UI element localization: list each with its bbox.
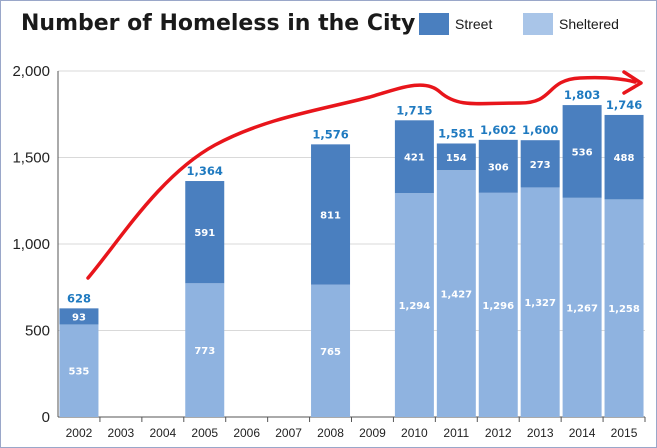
- data-label-sheltered: 1,267: [566, 303, 598, 314]
- data-label-street: 591: [194, 228, 215, 239]
- data-label-sheltered: 535: [69, 367, 90, 378]
- data-label-street: 536: [572, 147, 593, 158]
- x-tick-label: 2007: [275, 426, 302, 440]
- x-tick-label: 2015: [611, 426, 638, 440]
- data-label-street: 811: [320, 211, 341, 222]
- data-label-total: 1,602: [480, 123, 516, 137]
- bar-sheltered: [436, 170, 476, 417]
- data-label-total: 1,576: [312, 127, 348, 141]
- x-tick-label: 2012: [485, 426, 512, 440]
- data-label-total: 1,715: [396, 103, 432, 117]
- x-tick-label: 2006: [233, 426, 260, 440]
- bar-sheltered: [520, 187, 560, 417]
- x-tick-label: 2003: [108, 426, 135, 440]
- x-tick-label: 2009: [359, 426, 386, 440]
- y-tick-label: 2,000: [12, 63, 50, 80]
- data-label-total: 1,746: [606, 98, 642, 112]
- x-tick-label: 2005: [191, 426, 218, 440]
- y-tick-label: 500: [25, 323, 50, 340]
- data-label-sheltered: 773: [194, 346, 215, 357]
- bar-street: [436, 143, 476, 171]
- data-label-street: 93: [72, 312, 86, 323]
- y-tick-label: 1,000: [12, 236, 50, 253]
- trend-arrow-line: [86, 75, 637, 280]
- data-label-total: 1,803: [564, 88, 600, 102]
- bar-street: [562, 105, 602, 198]
- data-label-street: 421: [404, 153, 425, 164]
- legend-label-street: Street: [455, 16, 493, 32]
- bar-street: [394, 120, 434, 194]
- bar-street: [604, 114, 644, 200]
- bar-street: [478, 139, 518, 193]
- legend-swatch-sheltered: [523, 13, 553, 35]
- legend-label-sheltered: Sheltered: [559, 16, 619, 32]
- bar-street: [185, 181, 225, 284]
- data-label-sheltered: 1,427: [441, 290, 473, 301]
- x-tick-label: 2014: [569, 426, 596, 440]
- bar-street: [520, 140, 560, 188]
- data-label-sheltered: 1,327: [524, 298, 556, 309]
- data-label-sheltered: 1,296: [482, 301, 514, 312]
- y-tick-label: 1,500: [12, 150, 50, 167]
- y-tick-label: 0: [42, 409, 50, 426]
- bar-sheltered: [59, 324, 99, 417]
- bar-sheltered: [562, 197, 602, 417]
- bar-sheltered: [185, 283, 225, 417]
- x-tick-label: 2002: [66, 426, 93, 440]
- x-tick-label: 2004: [149, 426, 176, 440]
- data-label-total: 1,600: [522, 123, 558, 137]
- bar-sheltered: [394, 193, 434, 417]
- data-label-total: 628: [67, 291, 91, 305]
- bar-sheltered: [478, 192, 518, 417]
- bar-street: [311, 144, 351, 285]
- bar-sheltered: [311, 284, 351, 417]
- bar-street: [59, 308, 99, 325]
- data-label-sheltered: 765: [320, 347, 341, 358]
- bar-sheltered: [604, 199, 644, 417]
- data-label-street: 306: [488, 162, 509, 173]
- data-label-street: 154: [446, 153, 467, 164]
- chart-title: Number of Homeless in the City: [21, 11, 416, 36]
- legend-swatch-street: [419, 13, 449, 35]
- data-label-total: 1,581: [438, 126, 474, 140]
- data-label-sheltered: 1,294: [399, 301, 431, 312]
- data-label-street: 273: [530, 160, 551, 171]
- trend-arrow-head: [622, 70, 643, 95]
- x-tick-label: 2011: [443, 426, 469, 440]
- data-label-sheltered: 1,258: [608, 304, 640, 315]
- data-label-total: 1,364: [187, 164, 223, 178]
- x-tick-label: 2013: [527, 426, 554, 440]
- x-tick-label: 2008: [317, 426, 344, 440]
- x-tick-label: 2010: [401, 426, 428, 440]
- data-label-street: 488: [614, 153, 635, 164]
